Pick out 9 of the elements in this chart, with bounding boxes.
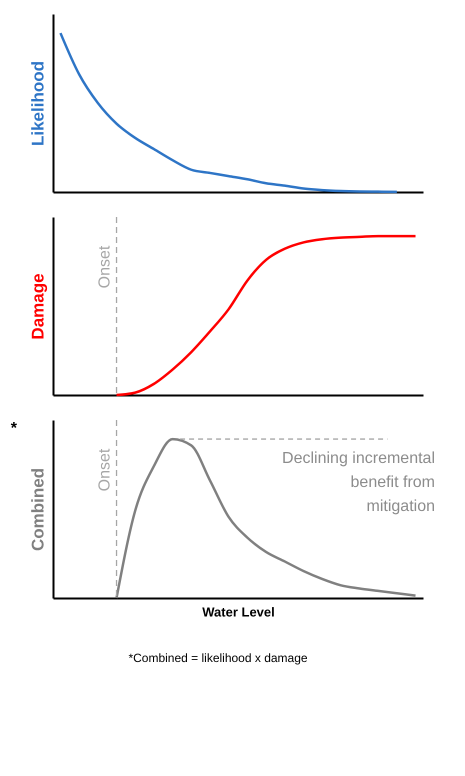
x-axis-title: Water Level <box>202 604 275 620</box>
annotation: Onset <box>96 448 114 492</box>
y-axis-title: Combined <box>28 468 48 552</box>
annotation: Declining incremental benefit from mitigation <box>282 450 435 515</box>
annotation: Onset <box>96 245 114 288</box>
text: * <box>10 420 18 437</box>
y-axis-title: Likelihood <box>28 61 48 146</box>
y-axis-title: Damage <box>28 273 48 340</box>
text: *Combined = likelihood x damage <box>128 651 308 665</box>
